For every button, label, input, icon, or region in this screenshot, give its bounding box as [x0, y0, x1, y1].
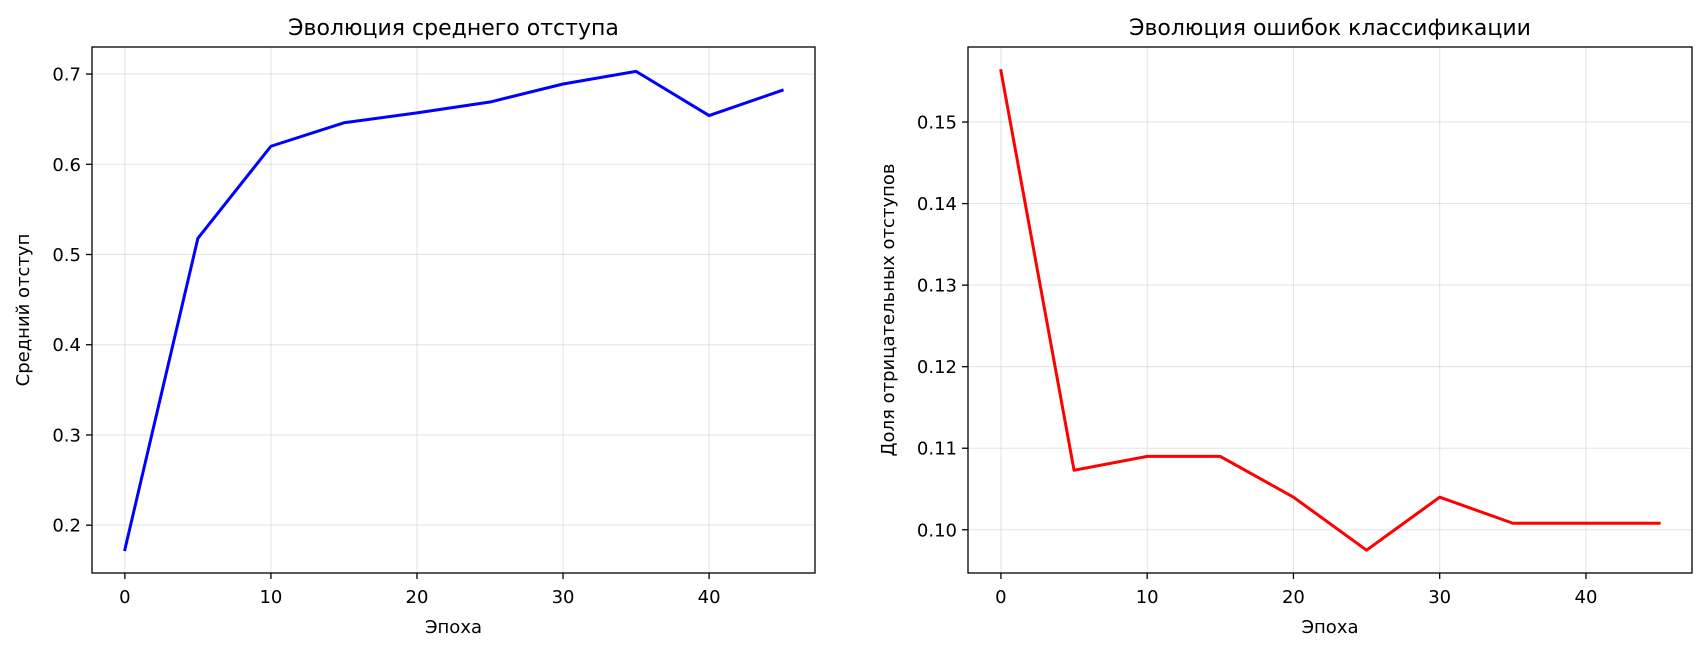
y-tick-label: 0.5 [52, 245, 81, 266]
y-tick-label: 0.4 [52, 335, 81, 356]
y-tick-label: 0.2 [52, 516, 81, 537]
y-tick-label: 0.14 [917, 194, 957, 215]
x-tick-label: 30 [1428, 587, 1451, 608]
x-tick-label: 10 [1136, 587, 1159, 608]
chart-panel-1: 0 10 20 30 40 0.2 0.3 0.4 0.5 0.6 0.7 Эволюция сред… [13, 16, 816, 638]
chart-title: Эволюция среднего отступа [288, 16, 619, 41]
axes-frame [967, 46, 1693, 574]
series-line-1 [999, 68, 1661, 552]
y-axis-label: Средний отступ [13, 234, 34, 387]
chart-title: Эволюция ошибок классификации [1129, 16, 1531, 41]
x-tick-label: 30 [552, 587, 575, 608]
y-tick-label: 0.10 [917, 520, 957, 541]
y-tick-label: 0.6 [52, 155, 81, 176]
y-tick-label: 0.13 [917, 276, 957, 297]
y-tick-label: 0.12 [917, 357, 957, 378]
x-axis-label: Эпоха [1301, 617, 1358, 638]
x-tick-label: 20 [406, 587, 429, 608]
x-tick-label: 20 [1282, 587, 1305, 608]
x-tick-label: 0 [119, 587, 130, 608]
y-tick-label: 0.15 [917, 113, 957, 134]
x-tick-label: 0 [995, 587, 1006, 608]
y-tick-label: 0.11 [917, 439, 957, 460]
x-tick-label: 40 [1575, 587, 1598, 608]
y-tick-label: 0.3 [52, 425, 81, 446]
x-axis-label: Эпоха [425, 617, 482, 638]
y-tick-label: 0.7 [52, 65, 81, 86]
axes-frame [91, 46, 816, 574]
x-tick-label: 40 [698, 587, 721, 608]
y-axis-label: Доля отрицательных отступов [878, 164, 899, 457]
x-tick-label: 10 [259, 587, 282, 608]
series-line-1 [123, 69, 785, 552]
chart-panel-2: 0 10 20 30 40 0.10 0.11 0.12 0.13 0.14 0.15 Эволюци… [878, 16, 1693, 638]
